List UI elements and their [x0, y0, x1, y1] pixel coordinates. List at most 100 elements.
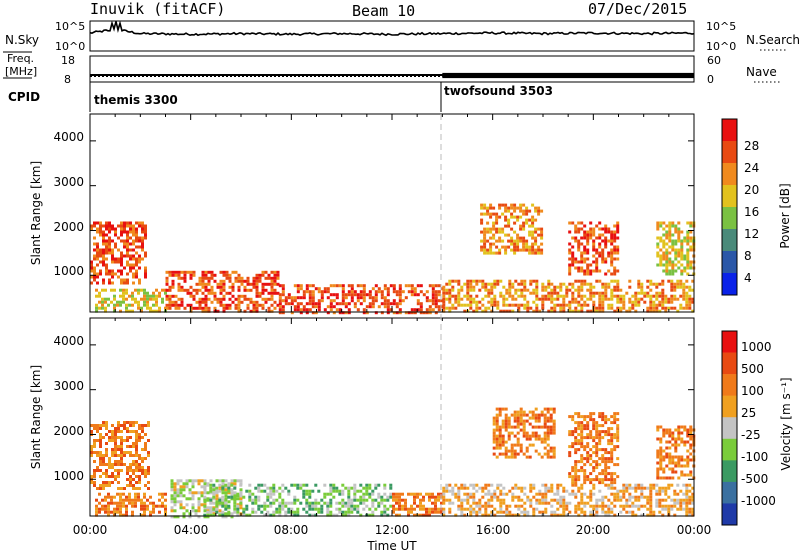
heatmap-cell [442, 294, 446, 298]
heatmap-cell [258, 279, 262, 283]
heatmap-cell [362, 311, 366, 315]
heatmap-cell [158, 294, 161, 298]
heatmap-cell [682, 507, 686, 511]
heatmap-cell [671, 242, 675, 246]
heatmap-cell [189, 294, 193, 298]
heatmap-cell [504, 224, 508, 228]
heatmap-cell [105, 424, 108, 427]
heatmap-cell [93, 445, 96, 448]
heatmap-cell [595, 263, 599, 267]
heatmap-cell [335, 486, 339, 490]
heatmap-cell [501, 239, 505, 243]
heatmap-cell [514, 483, 518, 487]
heatmap-cell [595, 442, 599, 446]
heatmap-cell [610, 478, 614, 482]
heatmap-cell [141, 221, 144, 225]
xtick-0400: 04:00 [174, 523, 209, 537]
nsky-tick-high: 10^5 [55, 20, 85, 33]
heatmap-cell [332, 305, 336, 309]
heatmap-cell [93, 272, 96, 276]
heatmap-cell [116, 492, 119, 496]
heatmap-cell [643, 300, 647, 304]
heatmap-cell [416, 299, 420, 303]
heatmap-cell [546, 425, 550, 429]
heatmap-cell [204, 294, 208, 298]
heatmap-cell [359, 296, 363, 300]
heatmap-cell [419, 308, 423, 312]
heatmap-cell [311, 293, 315, 297]
heatmap-cell [495, 428, 499, 432]
heatmap-cell [601, 481, 605, 485]
heatmap-cell [634, 297, 638, 301]
heatmap-cell [273, 273, 277, 277]
heatmap-cell [589, 448, 593, 452]
heatmap-cell [138, 481, 141, 484]
heatmap-cell [140, 513, 143, 517]
heatmap-cell [123, 454, 126, 457]
heatmap-cell [665, 464, 669, 468]
heatmap-cell [513, 425, 517, 429]
heatmap-cell [489, 242, 493, 246]
heatmap-cell [679, 303, 683, 307]
heatmap-cell [613, 288, 617, 292]
heatmap-cell [535, 297, 539, 301]
heatmap-cell [516, 218, 520, 222]
heatmap-cell [95, 306, 98, 310]
heatmap-cell [131, 303, 134, 307]
heatmap-cell [685, 507, 689, 511]
heatmap-cell [419, 305, 423, 309]
heatmap-cell [284, 299, 288, 303]
heatmap-cell [667, 297, 671, 301]
heatmap-cell [492, 242, 496, 246]
heatmap-cell [356, 284, 360, 288]
heatmap-cell [598, 221, 602, 225]
heatmap-cell [634, 309, 638, 313]
heatmap-cell [451, 285, 455, 289]
power-yticks: 4000 3000 2000 1000 [53, 130, 84, 278]
heatmap-cell [380, 495, 384, 499]
heatmap-cell [671, 467, 675, 471]
heatmap-cell [546, 449, 550, 453]
heatmap-cell [519, 203, 523, 207]
heatmap-cell [299, 483, 303, 487]
heatmap-cell [365, 483, 369, 487]
heatmap-cell [528, 245, 532, 249]
heatmap-cell [662, 455, 666, 459]
heatmap-cell [526, 498, 530, 502]
heatmap-cell [326, 492, 330, 496]
heatmap-cell [252, 282, 256, 286]
heatmap-cell [622, 300, 626, 304]
heatmap-cell [90, 448, 93, 451]
heatmap-cell [574, 472, 578, 476]
heatmap-cell [197, 509, 201, 513]
heatmap-cell [317, 290, 321, 294]
heatmap-cell [526, 513, 530, 517]
heatmap-cell [671, 263, 675, 267]
heatmap-cell [583, 463, 587, 467]
heatmap-cell [206, 513, 210, 517]
heatmap-cell [658, 282, 662, 286]
colorbar-swatch [722, 331, 737, 353]
heatmap-cell [93, 472, 96, 475]
heatmap-cell [613, 309, 617, 313]
heatmap-cell [496, 300, 500, 304]
heatmap-cell [278, 305, 282, 309]
heatmap-cell [613, 436, 617, 440]
heatmap-cell [601, 227, 605, 231]
heatmap-cell [481, 285, 485, 289]
heatmap-cell [281, 501, 285, 505]
heatmap-cell [601, 294, 605, 298]
heatmap-cell [350, 504, 354, 508]
heatmap-cell [540, 227, 544, 231]
heatmap-cell [674, 449, 678, 453]
heatmap-cell [601, 254, 605, 258]
heatmap-cell [589, 263, 593, 267]
heatmap-cell [513, 413, 517, 417]
heatmap-cell [201, 282, 205, 286]
heatmap-cell [634, 498, 638, 502]
heatmap-cell [362, 299, 366, 303]
heatmap-cell [481, 504, 485, 508]
heatmap-cell [616, 236, 620, 240]
heatmap-cell [676, 492, 680, 496]
heatmap-cell [513, 410, 517, 414]
